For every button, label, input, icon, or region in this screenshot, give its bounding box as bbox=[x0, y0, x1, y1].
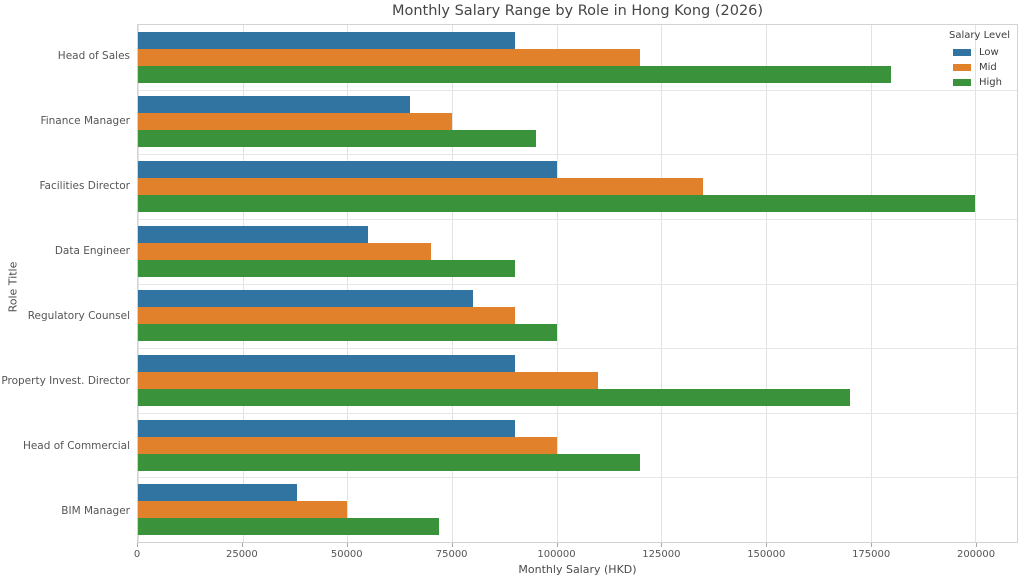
legend-swatch-icon bbox=[953, 49, 971, 56]
bar-low bbox=[138, 484, 298, 502]
bar-high bbox=[138, 453, 641, 471]
bar-group bbox=[138, 90, 1017, 155]
x-tick-label: 200000 bbox=[956, 549, 996, 560]
row-separator-line bbox=[138, 218, 1017, 220]
y-tick-label: Head of Commercial bbox=[22, 439, 130, 452]
x-tick-label: 175000 bbox=[852, 549, 891, 560]
x-tick-mark bbox=[661, 543, 663, 547]
bar-mid bbox=[138, 371, 599, 389]
x-tick-label: 0 bbox=[133, 549, 141, 560]
bar-high bbox=[138, 518, 440, 536]
bar-low bbox=[138, 161, 557, 179]
x-tick-mark bbox=[766, 543, 768, 547]
bar-group bbox=[138, 219, 1017, 284]
bar-mid bbox=[138, 48, 641, 66]
bar-mid bbox=[138, 501, 348, 519]
legend-entry: Low bbox=[949, 45, 1010, 60]
bar-group bbox=[138, 413, 1017, 478]
x-tick-labels: 0 25000 50000 75000 100000 125000 150000 175000… bbox=[133, 543, 1018, 567]
row-separator-line bbox=[138, 348, 1017, 350]
bar-high bbox=[138, 388, 850, 406]
row-separator-line bbox=[138, 89, 1017, 91]
x-tick-mark bbox=[241, 543, 243, 547]
bar-high bbox=[138, 65, 892, 83]
x-tick-mark bbox=[871, 543, 873, 547]
legend-items: Low Mid High bbox=[949, 45, 1010, 90]
bar-low bbox=[138, 225, 369, 243]
bar-low bbox=[138, 419, 515, 437]
x-tick-mark bbox=[137, 543, 138, 547]
x-tick-label: 125000 bbox=[642, 549, 681, 560]
bar-low bbox=[138, 31, 515, 49]
bar-low bbox=[138, 96, 411, 114]
bar-group bbox=[138, 348, 1017, 413]
bar-group bbox=[138, 154, 1017, 219]
y-tick-label: Head of Sales bbox=[57, 50, 130, 63]
x-tick-label: 150000 bbox=[747, 549, 786, 560]
y-tick-label: Data Engineer bbox=[54, 245, 130, 258]
legend-label: Low bbox=[979, 47, 999, 58]
x-tick-mark bbox=[451, 543, 453, 547]
legend: Salary Level Low Mid High bbox=[949, 30, 1010, 90]
bar-low bbox=[138, 354, 515, 372]
x-tick-mark bbox=[976, 543, 978, 547]
x-tick-label: 100000 bbox=[537, 549, 576, 560]
bar-low bbox=[138, 290, 473, 308]
x-axis-title: Monthly Salary (HKD) bbox=[518, 563, 637, 576]
row-separator-line bbox=[138, 412, 1017, 414]
legend-swatch-icon bbox=[953, 79, 971, 86]
row-separator-line bbox=[138, 283, 1017, 285]
y-tick-label: Facilities Director bbox=[39, 180, 130, 193]
bar-high bbox=[138, 259, 515, 277]
legend-title: Salary Level bbox=[949, 30, 1010, 41]
legend-label: Mid bbox=[979, 62, 997, 73]
y-tick-label: Finance Manager bbox=[40, 115, 130, 128]
x-tick-label: 25000 bbox=[225, 549, 258, 560]
bar-high bbox=[138, 130, 536, 148]
bar-high bbox=[138, 195, 976, 213]
y-tick-label: Regulatory Counsel bbox=[27, 309, 130, 322]
legend-entry: High bbox=[949, 75, 1010, 90]
x-tick-label: 50000 bbox=[330, 549, 363, 560]
x-tick-mark bbox=[556, 543, 558, 547]
x-tick-label: 75000 bbox=[435, 549, 468, 560]
bar-group bbox=[138, 477, 1017, 542]
bar-mid bbox=[138, 113, 452, 131]
row-separator-line bbox=[138, 477, 1017, 479]
bar-mid bbox=[138, 307, 515, 325]
plot-area bbox=[137, 24, 1018, 543]
chart-title: Monthly Salary Range by Role in Hong Kon… bbox=[391, 3, 764, 19]
bar-mid bbox=[138, 242, 431, 260]
legend-swatch-icon bbox=[953, 64, 971, 71]
bar-high bbox=[138, 324, 557, 342]
legend-label: High bbox=[979, 77, 1002, 88]
y-tick-label: Property Invest. Director bbox=[1, 374, 130, 387]
row-separator-line bbox=[138, 154, 1017, 156]
bar-mid bbox=[138, 436, 557, 454]
bar-group bbox=[138, 284, 1017, 349]
y-axis-title: Role Title bbox=[6, 261, 20, 313]
y-tick-label: BIM Manager bbox=[61, 504, 130, 517]
legend-entry: Mid bbox=[949, 60, 1010, 75]
x-tick-mark bbox=[346, 543, 348, 547]
bar-group bbox=[138, 25, 1017, 90]
bar-mid bbox=[138, 178, 704, 196]
